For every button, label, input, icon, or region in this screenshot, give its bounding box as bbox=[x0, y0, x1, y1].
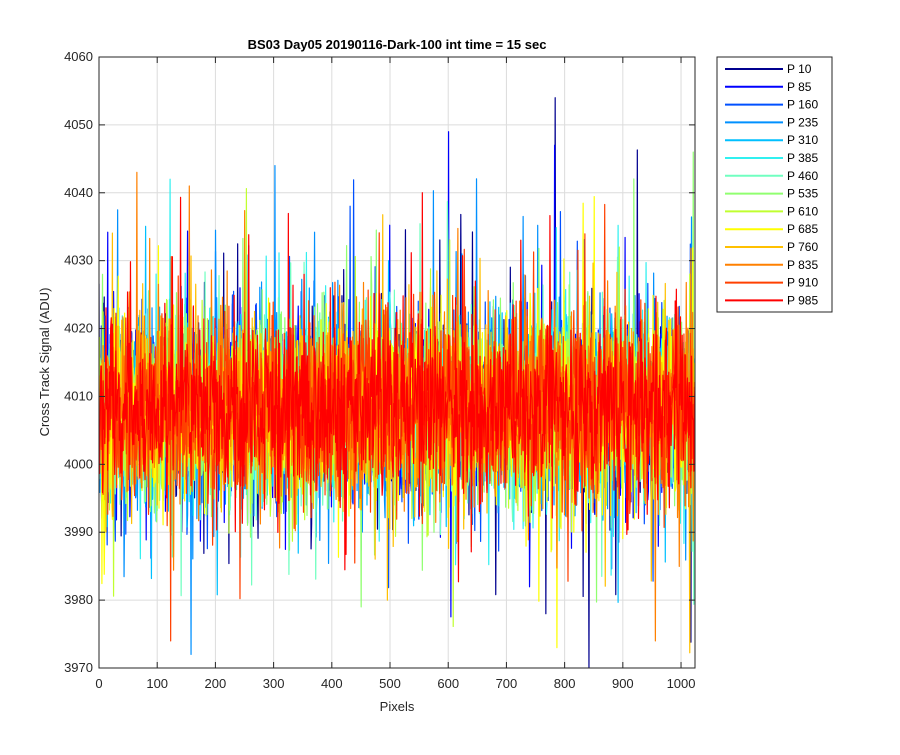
legend-label-p-985: P 985 bbox=[787, 293, 818, 307]
x-tick-label: 300 bbox=[263, 676, 285, 691]
y-tick-label: 4010 bbox=[64, 388, 93, 403]
legend-label-p-610: P 610 bbox=[787, 204, 818, 218]
legend-label-p-535: P 535 bbox=[787, 187, 818, 201]
legend-label-p-160: P 160 bbox=[787, 98, 818, 112]
series-line-p-985 bbox=[99, 192, 695, 583]
legend-label-p-235: P 235 bbox=[787, 115, 818, 129]
y-axis-label: Cross Track Signal (ADU) bbox=[37, 288, 52, 437]
legend: P 10 P 85 P 160 P 235 P 310 P 385 P 460 P 535 P … bbox=[716, 56, 833, 313]
chart-title: BS03 Day05 20190116-Dark-100 int time = … bbox=[248, 37, 547, 52]
plot-frame bbox=[98, 56, 696, 669]
legend-label-p-760: P 760 bbox=[787, 240, 818, 254]
legend-label-p-10: P 10 bbox=[787, 62, 812, 76]
y-tick-label: 4020 bbox=[64, 321, 93, 336]
x-tick-label: 900 bbox=[612, 676, 634, 691]
x-tick-label: 400 bbox=[321, 676, 343, 691]
x-tick-label: 800 bbox=[554, 676, 576, 691]
x-tick-label: 200 bbox=[205, 676, 227, 691]
x-axis: 0 100 200 300 400 500 600 700 800 900 1000 bbox=[95, 57, 695, 691]
legend-label-p-85: P 85 bbox=[787, 80, 812, 94]
legend-box bbox=[716, 56, 833, 313]
x-tick-label: 100 bbox=[146, 676, 168, 691]
x-tick-label: 500 bbox=[379, 676, 401, 691]
y-axis: 3970 3980 3990 4000 4010 4020 4030 4040 4050 4060 bbox=[64, 49, 695, 675]
y-tick-label: 4000 bbox=[64, 456, 93, 471]
y-tick-label: 3980 bbox=[64, 592, 93, 607]
y-tick-label: 4060 bbox=[64, 49, 93, 64]
legend-label-p-835: P 835 bbox=[787, 258, 818, 272]
y-tick-label: 4040 bbox=[64, 185, 93, 200]
legend-label-p-910: P 910 bbox=[787, 276, 818, 290]
legend-label-p-460: P 460 bbox=[787, 169, 818, 183]
x-tick-label: 0 bbox=[95, 676, 102, 691]
x-tick-label: 1000 bbox=[667, 676, 696, 691]
x-axis-label: Pixels bbox=[380, 699, 415, 714]
series-layer bbox=[99, 97, 695, 668]
y-tick-label: 3990 bbox=[64, 524, 93, 539]
x-tick-label: 600 bbox=[437, 676, 459, 691]
legend-label-p-385: P 385 bbox=[787, 151, 818, 165]
legend-label-p-310: P 310 bbox=[787, 133, 818, 147]
y-tick-label: 4030 bbox=[64, 253, 93, 268]
legend-label-p-685: P 685 bbox=[787, 222, 818, 236]
y-tick-label: 3970 bbox=[64, 660, 93, 675]
y-tick-label: 4050 bbox=[64, 117, 93, 132]
x-tick-label: 700 bbox=[496, 676, 518, 691]
